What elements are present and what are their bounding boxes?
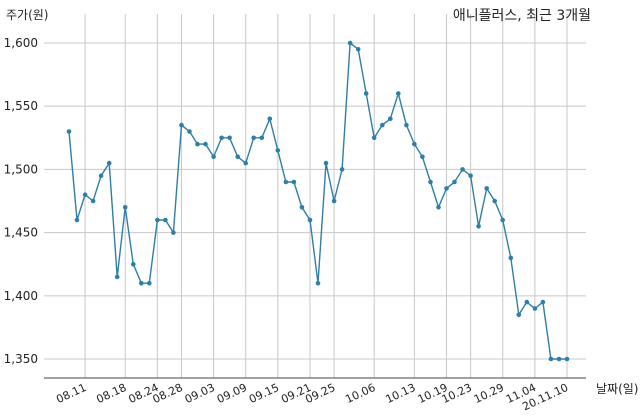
price-point: [171, 230, 176, 235]
y-tick-label: 1,400: [4, 289, 38, 303]
price-point: [139, 280, 144, 286]
price-point: [331, 198, 337, 204]
price-point: [323, 160, 329, 166]
price-point: [380, 122, 385, 128]
price-point: [508, 255, 514, 261]
price-point: [436, 205, 441, 210]
price-point: [476, 224, 481, 229]
price-point: [556, 356, 562, 362]
x-tick-label: 10.29: [472, 381, 506, 406]
price-point: [355, 47, 361, 52]
price-point: [500, 217, 506, 223]
price-point: [516, 312, 522, 318]
price-point: [444, 186, 449, 191]
price-point: [259, 135, 265, 141]
price-point: [307, 217, 313, 223]
y-tick-label: 1,450: [4, 226, 38, 240]
price-point: [412, 141, 417, 147]
price-point: [195, 141, 200, 147]
price-point: [203, 141, 208, 147]
x-tick-label: 10.06: [343, 381, 377, 406]
price-point: [524, 299, 530, 305]
price-points: [66, 40, 570, 362]
price-point: [211, 154, 216, 160]
price-point: [388, 116, 393, 122]
price-point: [460, 167, 465, 172]
price-point: [299, 205, 305, 210]
price-point: [179, 122, 184, 128]
y-gridlines: [44, 42, 586, 360]
price-point: [122, 205, 128, 210]
price-point: [428, 179, 433, 185]
x-tick-label: 08.18: [94, 381, 128, 406]
price-point: [468, 173, 473, 178]
price-point: [275, 148, 281, 153]
x-tick-label: 09.03: [183, 381, 217, 406]
price-point: [347, 40, 353, 46]
y-axis-label: 주가(원): [6, 8, 48, 22]
price-point: [82, 192, 88, 197]
price-point: [452, 179, 457, 185]
x-tick-label: 08.11: [54, 381, 88, 406]
price-point: [532, 306, 538, 311]
y-tick-label: 1,500: [4, 162, 38, 176]
price-point: [114, 274, 120, 280]
price-point: [251, 135, 256, 141]
price-point: [420, 154, 425, 160]
price-point: [540, 299, 546, 305]
y-tick-label: 1,550: [4, 99, 38, 113]
price-point: [404, 122, 409, 128]
price-point: [163, 217, 168, 223]
price-point: [90, 198, 96, 204]
price-point: [315, 280, 321, 286]
x-gridlines: [84, 14, 568, 378]
price-point: [492, 198, 498, 204]
price-point: [339, 167, 345, 172]
price-point: [291, 179, 297, 185]
price-point: [74, 217, 80, 223]
price-point: [219, 135, 224, 141]
price-point: [267, 116, 273, 122]
x-tick-label: 09.09: [215, 381, 249, 406]
price-point: [396, 91, 401, 96]
price-point: [66, 129, 72, 134]
y-tick-labels: 1,350 1,400 1,450 1,500 1,550 1,600: [4, 36, 38, 366]
chart-title: 애니플러스, 최근 3개월: [453, 8, 591, 24]
price-point: [147, 280, 152, 286]
price-point: [106, 160, 112, 166]
x-tick-labels: 08.11 08.1808.2408.2809.0309.0909.1509.21…: [54, 381, 570, 413]
price-point: [155, 217, 160, 223]
price-point: [235, 154, 240, 160]
y-tick-label: 1,350: [4, 352, 38, 366]
y-tick-label: 1,600: [4, 36, 38, 50]
price-point: [283, 179, 289, 185]
price-point: [371, 135, 377, 141]
x-tick-label: 10.13: [384, 381, 418, 406]
price-point: [187, 129, 192, 134]
price-point: [564, 356, 570, 362]
price-point: [98, 173, 104, 178]
x-tick-label: 09.15: [247, 381, 281, 406]
price-series-line: [68, 41, 567, 360]
price-point: [243, 160, 248, 166]
price-point: [363, 91, 369, 96]
price-point: [484, 186, 490, 191]
price-point: [227, 135, 232, 141]
price-point: [548, 356, 554, 362]
price-point: [131, 261, 136, 267]
x-axis-label: 날짜(일): [596, 382, 638, 396]
